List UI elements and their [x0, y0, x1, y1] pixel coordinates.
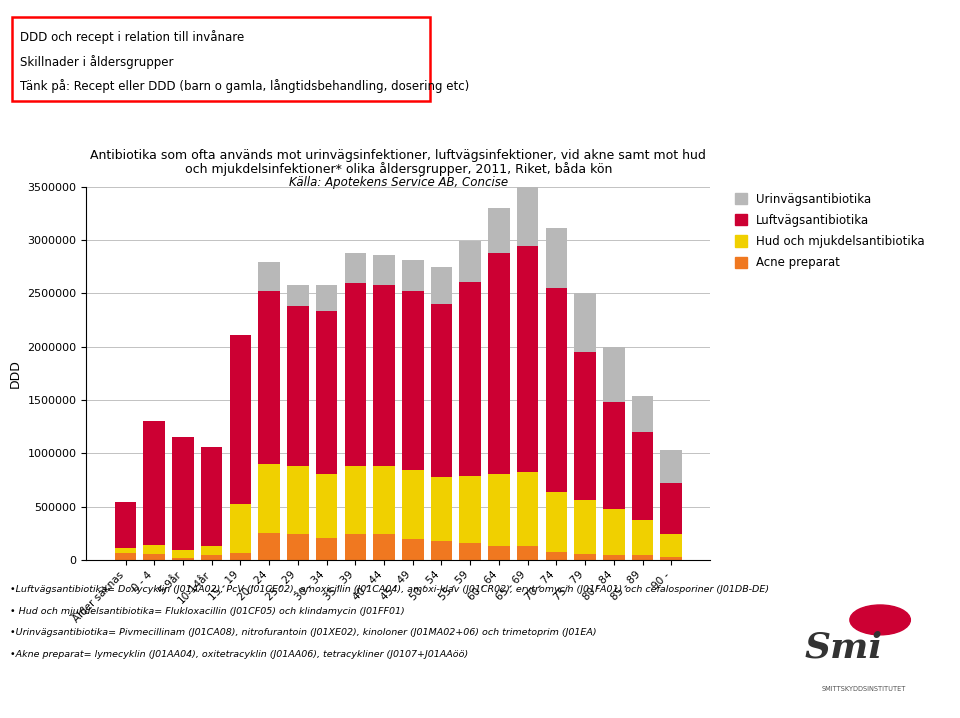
Bar: [660, 450, 682, 483]
Bar: [201, 447, 223, 546]
Bar: [574, 294, 596, 352]
Bar: [115, 553, 136, 560]
Text: Smi: Smi: [804, 631, 883, 665]
Bar: [660, 534, 682, 557]
Text: Skillnader i åldersgrupper: Skillnader i åldersgrupper: [20, 55, 174, 69]
Bar: [172, 558, 194, 560]
Bar: [488, 546, 510, 560]
Bar: [516, 178, 539, 246]
Bar: [545, 551, 567, 560]
FancyBboxPatch shape: [12, 17, 430, 101]
Bar: [316, 538, 337, 560]
Bar: [287, 306, 309, 466]
Text: • Hud och mjukdelsantibiotika= Flukloxacillin (J01CF05) och klindamycin (J01FF01: • Hud och mjukdelsantibiotika= Flukloxac…: [10, 607, 404, 616]
Bar: [373, 285, 395, 466]
Bar: [460, 281, 481, 476]
Bar: [373, 255, 395, 285]
Bar: [115, 549, 136, 553]
Bar: [488, 253, 510, 474]
Bar: [373, 466, 395, 534]
Bar: [402, 470, 423, 538]
Bar: [431, 477, 452, 541]
Bar: [316, 312, 337, 474]
Bar: [545, 288, 567, 492]
Bar: [143, 421, 165, 545]
Y-axis label: DDD: DDD: [9, 359, 22, 388]
Bar: [258, 464, 280, 533]
Bar: [632, 396, 654, 432]
Bar: [488, 208, 510, 253]
Bar: [373, 534, 395, 560]
Bar: [574, 500, 596, 554]
Bar: [287, 466, 309, 534]
Bar: [516, 472, 539, 546]
Bar: [516, 246, 539, 472]
Bar: [402, 261, 423, 292]
Bar: [632, 432, 654, 520]
Bar: [172, 551, 194, 558]
Bar: [115, 503, 136, 549]
Bar: [345, 466, 366, 534]
Bar: [632, 555, 654, 560]
Bar: [460, 543, 481, 560]
Bar: [660, 557, 682, 560]
Bar: [603, 509, 625, 555]
Bar: [229, 503, 252, 553]
Text: Antibiotika som ofta används mot urinvägsinfektioner, luftvägsinfektioner, vid a: Antibiotika som ofta används mot urinväg…: [90, 149, 707, 162]
Bar: [402, 538, 423, 560]
Bar: [143, 545, 165, 554]
Text: •Urinvägsantibiotika= Pivmecillinam (J01CA08), nitrofurantoin (J01XE02), kinolon: •Urinvägsantibiotika= Pivmecillinam (J01…: [10, 628, 596, 638]
Text: Tänk på: Recept eller DDD (barn o gamla, långtidsbehandling, dosering etc): Tänk på: Recept eller DDD (barn o gamla,…: [20, 79, 469, 93]
Bar: [201, 555, 223, 560]
Ellipse shape: [850, 605, 910, 635]
Bar: [488, 474, 510, 546]
Bar: [545, 228, 567, 288]
Text: •Akne preparat= lymecyklin (J01AA04), oxitetracyklin (J01AA06), tetracykliner (J: •Akne preparat= lymecyklin (J01AA04), ox…: [10, 650, 468, 659]
Bar: [460, 476, 481, 543]
Bar: [632, 520, 654, 555]
Text: •Luftvägsantibiotika= Doxycyklin (J01AA02), PcV (J01CE02), amoxicillin (J01CA04): •Luftvägsantibiotika= Doxycyklin (J01AA0…: [10, 585, 769, 595]
Text: Källa: Apotekens Service AB, Concise: Källa: Apotekens Service AB, Concise: [289, 176, 508, 189]
Bar: [316, 285, 337, 312]
Bar: [603, 347, 625, 402]
Bar: [172, 437, 194, 551]
Text: och mjukdelsinfektioner* olika åldersgrupper, 2011, Riket, båda kön: och mjukdelsinfektioner* olika åldersgru…: [184, 162, 612, 176]
Bar: [258, 292, 280, 464]
Bar: [603, 402, 625, 509]
Bar: [431, 304, 452, 477]
Bar: [431, 541, 452, 560]
Bar: [345, 534, 366, 560]
Bar: [229, 335, 252, 503]
Bar: [460, 241, 481, 281]
Bar: [516, 546, 539, 560]
Bar: [316, 474, 337, 538]
Bar: [229, 553, 252, 560]
Bar: [143, 554, 165, 560]
Bar: [431, 266, 452, 304]
Bar: [574, 352, 596, 500]
Bar: [287, 534, 309, 560]
Bar: [603, 555, 625, 560]
Bar: [402, 292, 423, 470]
Text: SMITTSKYDDSINSTITUTET: SMITTSKYDDSINSTITUTET: [822, 686, 906, 692]
Bar: [660, 483, 682, 534]
Bar: [287, 285, 309, 306]
Bar: [345, 253, 366, 283]
Bar: [201, 546, 223, 555]
Bar: [345, 283, 366, 466]
Text: DDD och recept i relation till invånare: DDD och recept i relation till invånare: [20, 30, 245, 45]
Bar: [545, 492, 567, 551]
Legend: Urinvägsantibiotika, Luftvägsantibiotika, Hud och mjukdelsantibiotika, Acne prep: Urinvägsantibiotika, Luftvägsantibiotika…: [735, 192, 924, 269]
Bar: [574, 554, 596, 560]
Bar: [258, 533, 280, 560]
Bar: [258, 262, 280, 292]
